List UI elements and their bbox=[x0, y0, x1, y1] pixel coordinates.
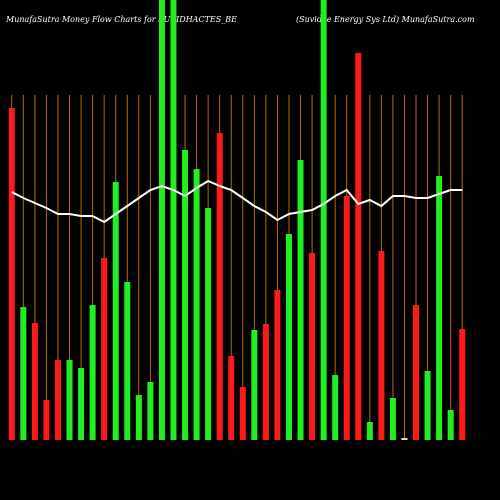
bar bbox=[124, 282, 131, 440]
money-flow-line bbox=[11, 179, 463, 224]
bar bbox=[424, 371, 431, 440]
bar bbox=[378, 251, 385, 440]
bar bbox=[274, 290, 281, 440]
bar bbox=[205, 208, 212, 440]
bar bbox=[297, 160, 304, 440]
bar bbox=[54, 360, 61, 440]
bar bbox=[262, 324, 269, 440]
bar bbox=[413, 305, 420, 440]
bar bbox=[101, 258, 108, 440]
bar bbox=[8, 108, 15, 440]
bar bbox=[20, 307, 27, 440]
bar bbox=[285, 234, 292, 440]
bar bbox=[170, 0, 177, 440]
bar bbox=[66, 360, 73, 440]
bar bbox=[332, 375, 339, 440]
bar bbox=[366, 422, 373, 440]
bar bbox=[158, 0, 165, 440]
bar bbox=[193, 169, 200, 440]
bar bbox=[112, 182, 119, 440]
bar bbox=[89, 305, 96, 440]
bar bbox=[401, 438, 408, 440]
bar bbox=[447, 410, 454, 440]
bar bbox=[320, 0, 327, 440]
bar bbox=[78, 368, 85, 440]
chart-subtitle: (Suvidee Energy Sys Ltd) MunafaSutra.com bbox=[296, 15, 475, 24]
bar bbox=[355, 53, 362, 440]
bar bbox=[228, 356, 235, 440]
bar bbox=[239, 387, 246, 440]
chart-title: MunafaSutra Money Flow Charts for SUVIDH… bbox=[5, 15, 237, 24]
bar bbox=[459, 329, 466, 440]
bar bbox=[389, 398, 396, 440]
bar bbox=[216, 133, 223, 440]
bar bbox=[182, 150, 189, 440]
bar bbox=[135, 395, 142, 440]
bar bbox=[43, 400, 50, 440]
bar bbox=[31, 323, 38, 440]
bar bbox=[251, 330, 258, 440]
bar bbox=[147, 382, 154, 440]
bar bbox=[436, 176, 443, 440]
bar bbox=[343, 196, 350, 440]
bar bbox=[309, 253, 316, 440]
